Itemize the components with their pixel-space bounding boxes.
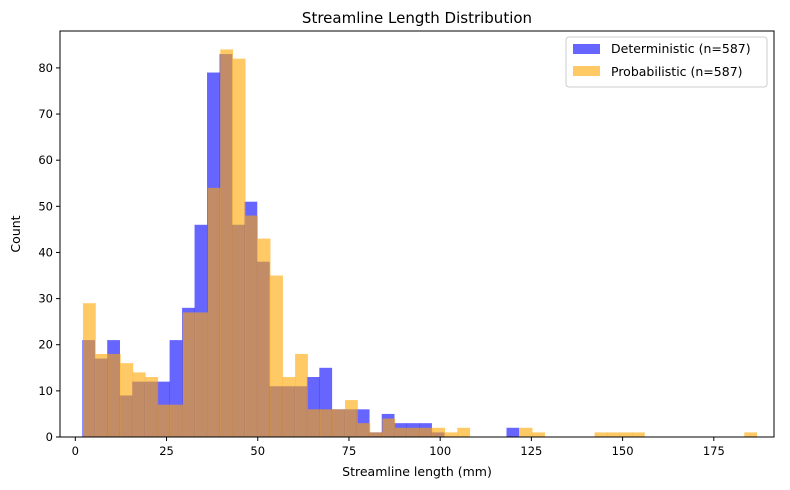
bar-probabilistic-0: [82, 303, 96, 437]
x-tick-label: 175: [703, 444, 725, 458]
y-tick-label: 70: [38, 107, 53, 121]
bar-probabilistic-1: [95, 353, 109, 437]
y-tick-label: 60: [38, 153, 53, 167]
bar-probabilistic-29: [444, 432, 458, 437]
legend-swatch-probabilistic: [573, 66, 600, 76]
bar-probabilistic-43: [619, 432, 633, 437]
bar-probabilistic-6: [157, 404, 171, 437]
bar-probabilistic-8: [182, 312, 196, 437]
bar-probabilistic-20: [332, 409, 346, 437]
x-tick-label: 75: [342, 444, 357, 458]
bar-probabilistic-13: [245, 215, 258, 437]
bar-probabilistic-41: [594, 432, 608, 437]
bar-probabilistic-5: [145, 377, 159, 437]
y-tick-label: 40: [38, 245, 53, 259]
y-axis-label: Count: [8, 215, 23, 252]
bar-probabilistic-14: [257, 238, 271, 437]
bar-deterministic-34: [506, 427, 520, 437]
legend: Deterministic (n=587) Probabilistic (n=5…: [565, 36, 768, 88]
bar-probabilistic-26: [407, 427, 421, 437]
legend-label-deterministic: Deterministic (n=587): [611, 41, 751, 56]
bars-layer: [82, 49, 758, 438]
bar-probabilistic-44: [632, 432, 645, 437]
bar-probabilistic-10: [207, 187, 221, 437]
bar-probabilistic-9: [195, 312, 209, 437]
legend-box: [565, 36, 768, 88]
bar-probabilistic-30: [457, 427, 471, 437]
legend-swatch-deterministic: [573, 44, 600, 54]
bar-probabilistic-27: [419, 427, 433, 437]
y-tick-label: 10: [38, 384, 53, 398]
bar-probabilistic-36: [532, 432, 545, 437]
bar-probabilistic-22: [357, 423, 371, 437]
y-tick-label: 0: [46, 430, 53, 444]
bar-probabilistic-7: [170, 404, 184, 437]
y-tick-label: 30: [38, 292, 53, 306]
chart-title: Streamline Length Distribution: [302, 9, 532, 27]
legend-label-probabilistic: Probabilistic (n=587): [611, 64, 743, 79]
bar-probabilistic-42: [607, 432, 620, 437]
bar-probabilistic-24: [382, 418, 396, 437]
x-tick-label: 50: [250, 444, 265, 458]
x-axis-label: Streamline length (mm): [342, 464, 492, 479]
bar-probabilistic-53: [744, 432, 758, 437]
bar-probabilistic-3: [120, 363, 134, 437]
x-tick-label: 150: [612, 444, 634, 458]
bar-probabilistic-17: [295, 353, 308, 437]
y-tick-label: 50: [38, 199, 53, 213]
bar-probabilistic-28: [432, 427, 446, 437]
bar-probabilistic-12: [232, 58, 246, 438]
bar-probabilistic-11: [220, 49, 234, 437]
y-tick-label: 80: [38, 61, 53, 75]
x-tick-label: 125: [520, 444, 542, 458]
x-tick-label: 25: [159, 444, 174, 458]
bar-probabilistic-35: [519, 427, 533, 437]
bar-probabilistic-2: [107, 353, 121, 437]
bar-probabilistic-19: [320, 409, 333, 437]
y-axis: 0 10 20 30 40 50 60 70 80: [38, 61, 60, 444]
bar-probabilistic-16: [282, 377, 296, 437]
plot-frame: [59, 30, 775, 438]
bar-probabilistic-23: [369, 432, 383, 437]
bar-probabilistic-21: [345, 400, 358, 437]
bar-probabilistic-25: [394, 427, 408, 437]
bar-probabilistic-4: [132, 372, 146, 437]
x-tick-label: 100: [429, 444, 451, 458]
bar-probabilistic-18: [307, 409, 321, 437]
bar-probabilistic-15: [270, 275, 283, 437]
x-tick-label: 0: [72, 444, 79, 458]
x-axis: 0 25 50 75 100 125 150 175: [72, 437, 725, 458]
y-tick-label: 20: [38, 338, 53, 352]
